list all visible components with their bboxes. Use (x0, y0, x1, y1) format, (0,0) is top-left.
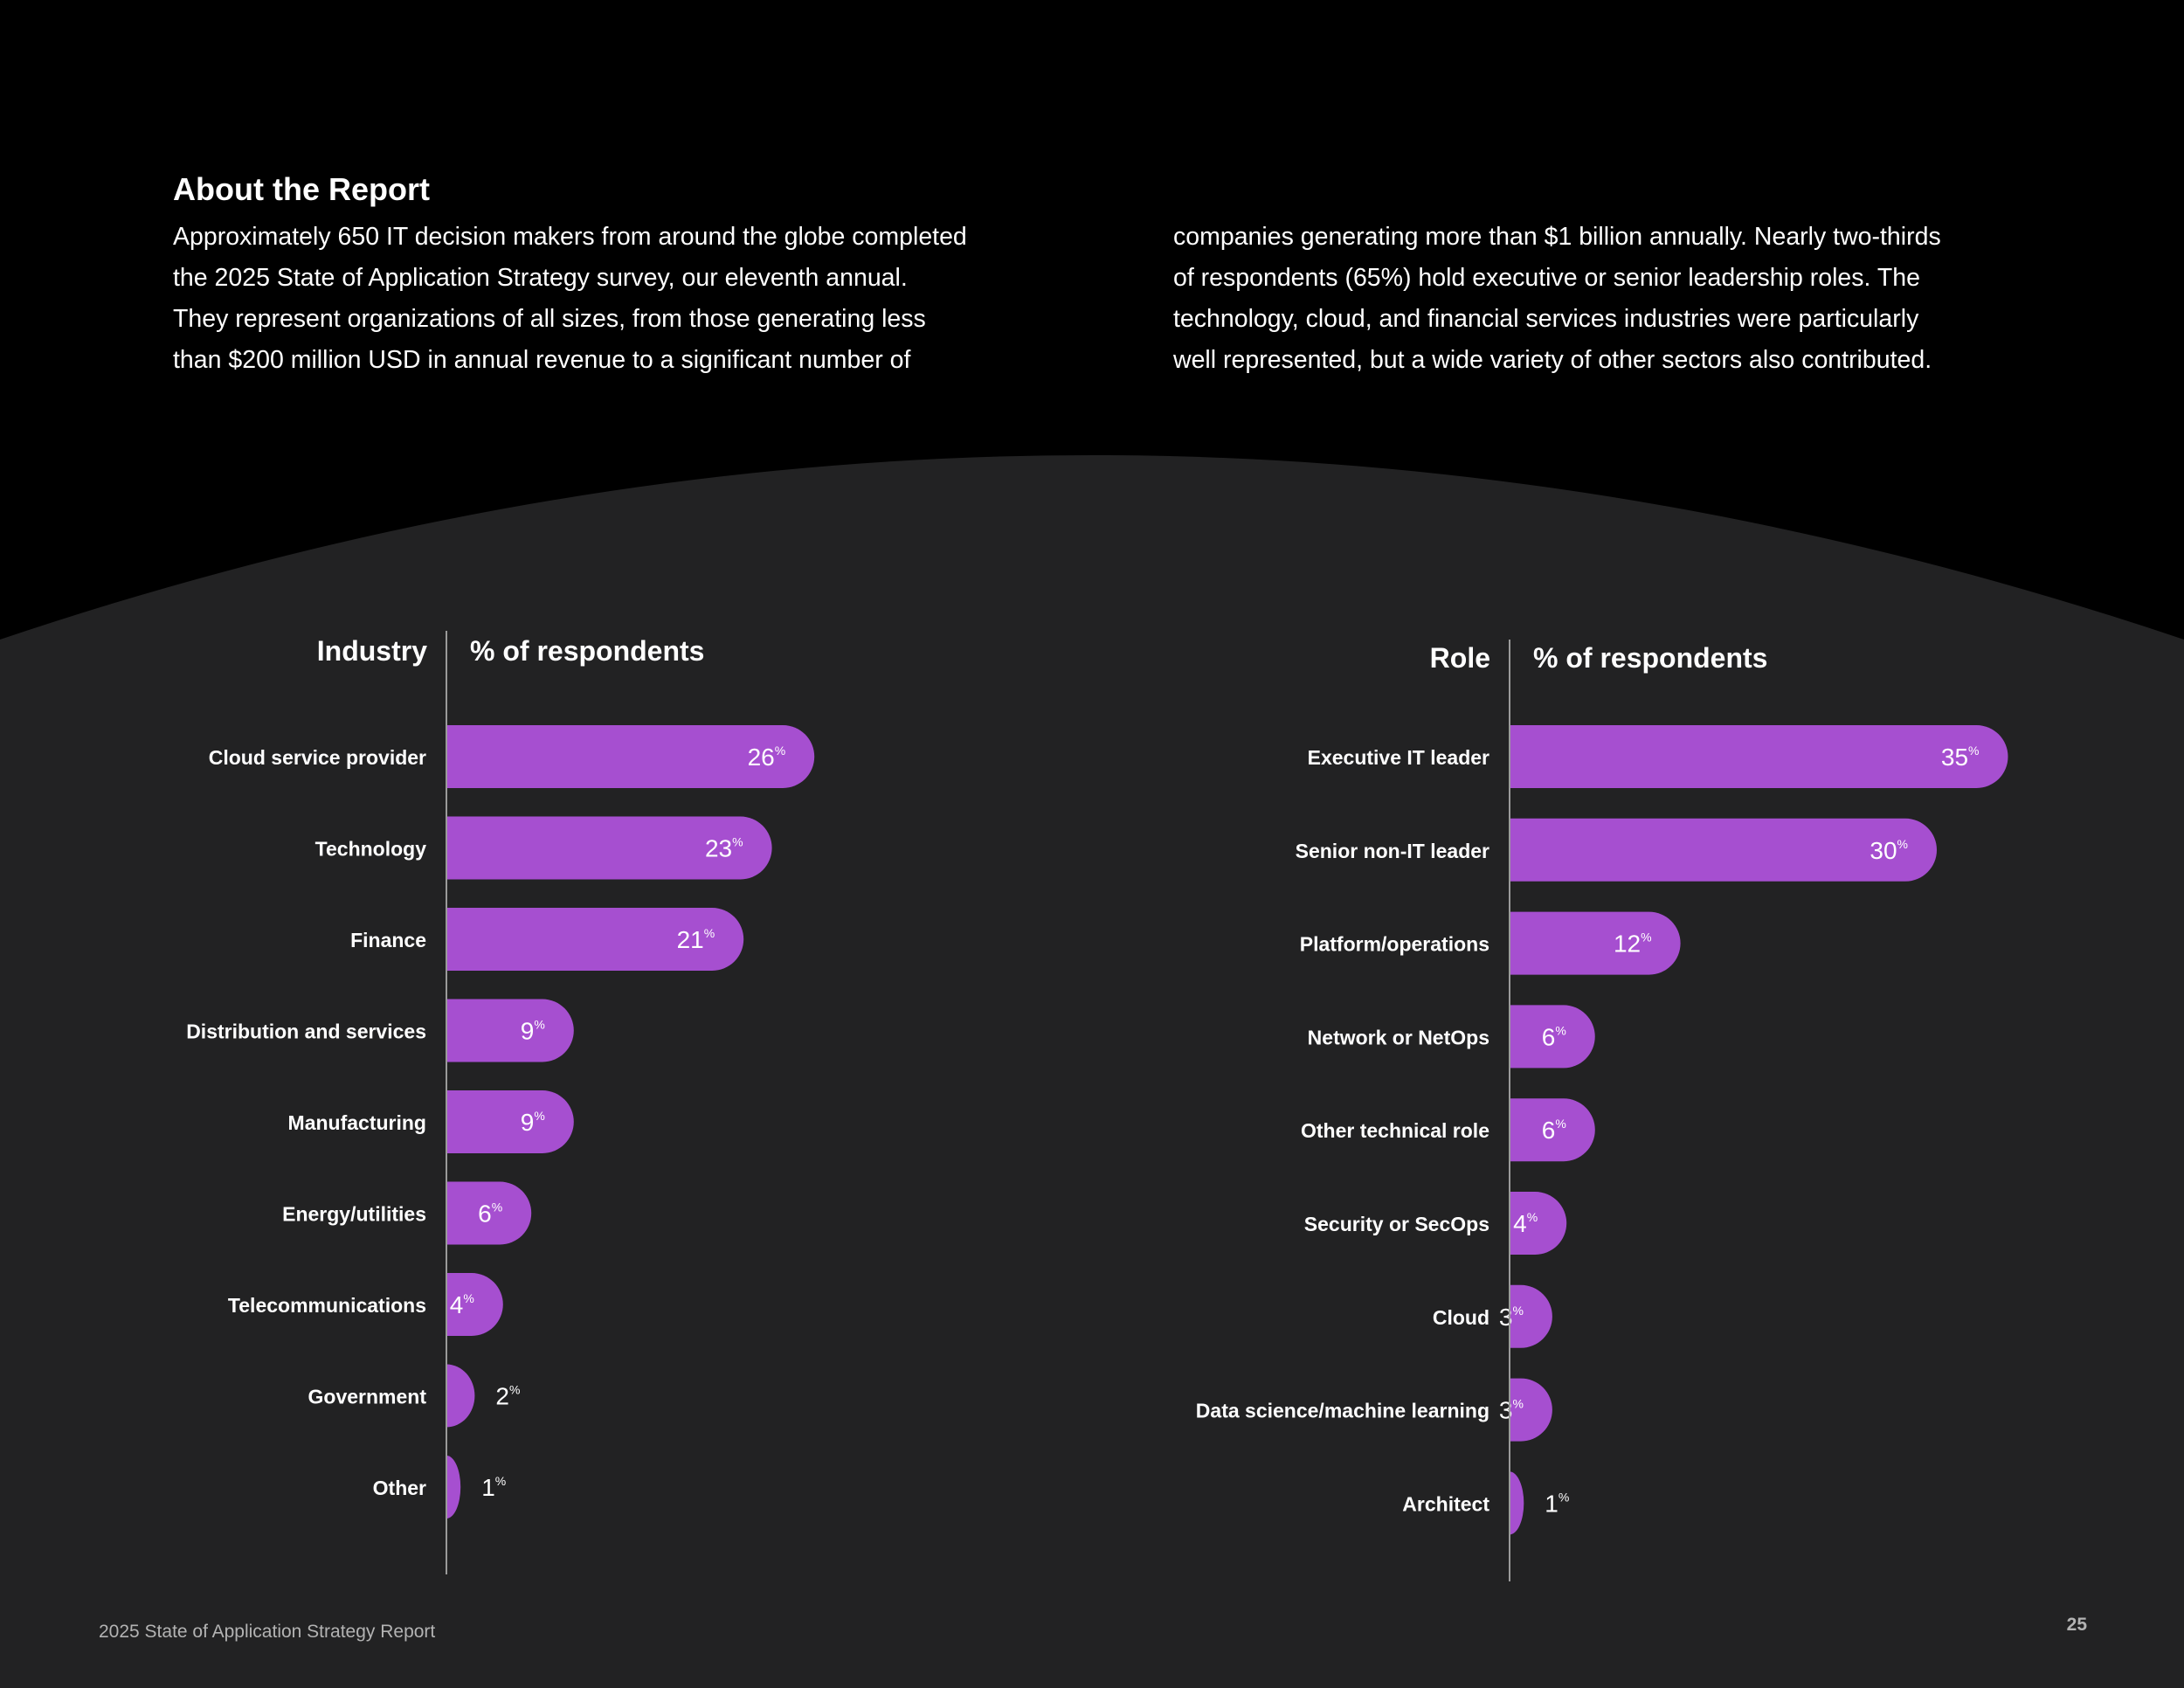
role-chart: Role % of respondents Executive IT leader 3… (1196, 640, 2008, 1581)
industry-value-label: 1% (481, 1474, 506, 1501)
role-bar (1510, 1192, 1567, 1255)
industry-value-label: 4% (450, 1291, 474, 1318)
role-bar (1510, 1471, 1524, 1535)
industry-value-header: % of respondents (470, 635, 704, 667)
role-category-label: Data science/machine learning (1196, 1400, 1489, 1422)
about-section: About the Report Approximately 650 IT de… (173, 171, 2034, 381)
industry-bar (446, 1090, 574, 1153)
role-category-label: Architect (1402, 1492, 1489, 1515)
industry-category-label: Technology (315, 838, 427, 861)
role-value-label: 1% (1545, 1490, 1569, 1517)
industry-category-label: Finance (350, 929, 426, 951)
about-line: They represent organizations of all size… (173, 305, 926, 333)
role-bar (1510, 818, 1937, 882)
industry-value-label: 6% (478, 1200, 502, 1228)
industry-category-label: Energy/utilities (282, 1203, 426, 1226)
about-line: than $200 million USD in annual revenue … (173, 346, 911, 374)
industry-bar (446, 725, 815, 788)
about-line: Approximately 650 IT decision makers fro… (173, 223, 967, 251)
role-bar (1510, 1005, 1595, 1069)
industry-bar (446, 816, 772, 880)
role-bar (1510, 725, 2008, 788)
role-category-label: Executive IT leader (1308, 746, 1489, 769)
industry-category-label: Distribution and services (186, 1020, 426, 1043)
industry-category-header: Industry (317, 635, 427, 667)
industry-bar (446, 1273, 503, 1336)
industry-value-label: 9% (521, 1109, 545, 1136)
about-line: companies generating more than $1 billio… (1173, 223, 1941, 251)
industry-category-label: Government (308, 1386, 427, 1408)
industry-value-label: 2% (495, 1383, 520, 1410)
role-category-label: Network or NetOps (1308, 1026, 1489, 1048)
industry-bar (446, 1364, 475, 1428)
industry-category-label: Other (373, 1477, 426, 1499)
page-number: 25 (2066, 1615, 2087, 1635)
industry-bar (446, 908, 744, 971)
role-bar (1510, 911, 1681, 975)
footer-report-name: 2025 State of Application Strategy Repor… (99, 1622, 436, 1642)
industry-category-label: Cloud service provider (209, 746, 426, 769)
about-line: the 2025 State of Application Strategy s… (173, 264, 908, 292)
role-category-label: Cloud (1433, 1306, 1489, 1329)
industry-bar (446, 1181, 532, 1245)
about-line: technology, cloud, and financial service… (1173, 305, 1919, 333)
role-value-label: 35% (1941, 744, 1980, 771)
role-category-label: Senior non-IT leader (1296, 840, 1489, 862)
about-right-column: companies generating more than $1 billio… (1173, 217, 2034, 381)
about-left-column: Approximately 650 IT decision makers fro… (173, 217, 1033, 381)
role-value-label: 6% (1542, 1117, 1566, 1144)
industry-category-label: Telecommunications (228, 1294, 426, 1317)
about-line: well represented, but a wide variety of … (1173, 346, 1932, 374)
industry-chart: Industry % of respondents Cloud service pr… (186, 631, 815, 1574)
industry-bar (446, 1456, 461, 1519)
role-bar (1510, 1284, 1552, 1348)
role-category-label: Platform/operations (1300, 933, 1489, 956)
industry-bar (446, 999, 574, 1062)
role-category-header: Role (1430, 642, 1490, 674)
role-bar (1510, 1378, 1552, 1442)
about-title: About the Report (173, 171, 430, 207)
industry-category-label: Manufacturing (288, 1111, 426, 1134)
role-bar (1510, 1098, 1595, 1162)
about-line: of respondents (65%) hold executive or s… (1173, 264, 1920, 292)
role-category-label: Other technical role (1301, 1119, 1489, 1142)
role-value-header: % of respondents (1533, 642, 1767, 674)
role-category-label: Security or SecOps (1304, 1213, 1489, 1235)
